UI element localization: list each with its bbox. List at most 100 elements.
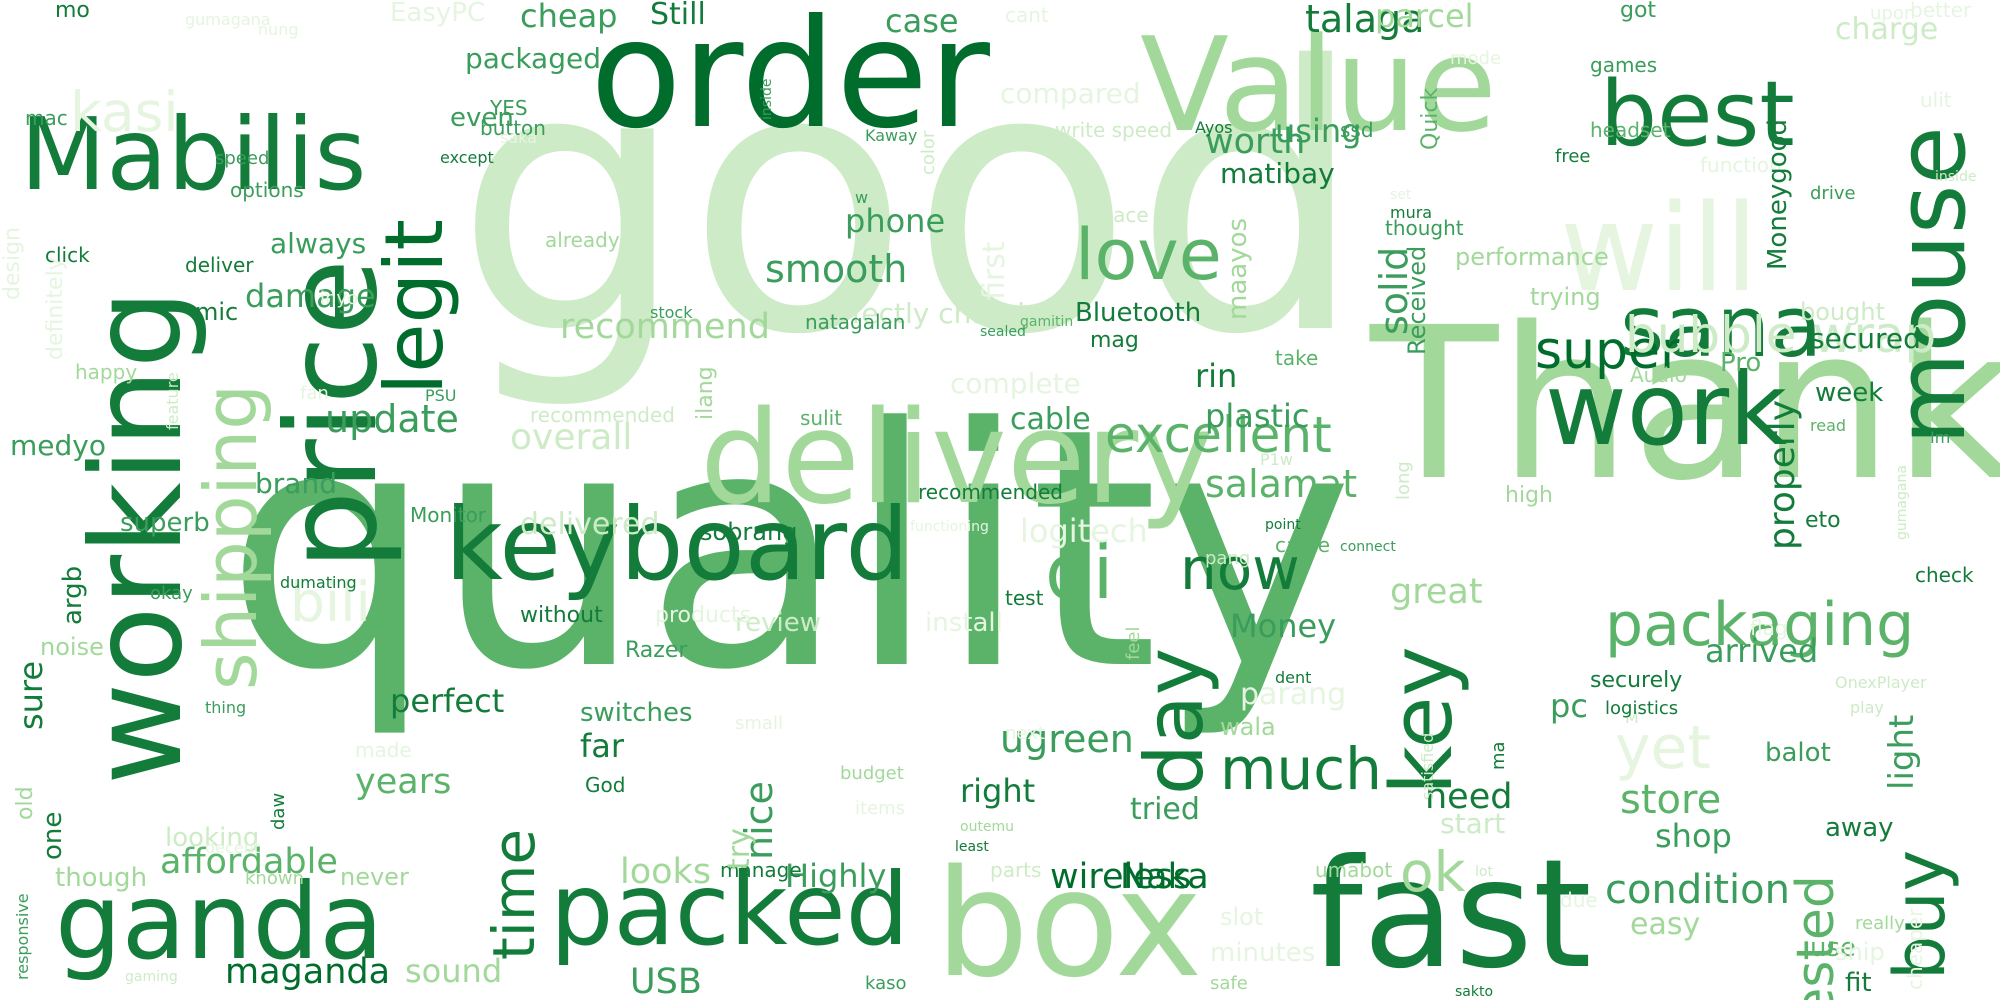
- word: inyo: [320, 288, 359, 309]
- word: cant: [1005, 3, 1049, 27]
- word: never: [340, 863, 409, 891]
- word: old: [13, 786, 38, 820]
- word: take: [1275, 346, 1319, 370]
- word: securely: [1590, 668, 1683, 693]
- word: umabot: [1315, 858, 1393, 882]
- word: made: [355, 738, 412, 762]
- word: manage: [720, 858, 802, 882]
- word: space: [1090, 203, 1149, 227]
- word: recommended: [530, 403, 675, 427]
- word: next: [1005, 723, 1045, 744]
- word: always: [270, 227, 367, 260]
- word: keyboard: [445, 486, 909, 603]
- word: parang: [1240, 677, 1347, 712]
- word: good: [455, 0, 1366, 415]
- word: satisfied: [1418, 732, 1437, 800]
- word: Ayos: [1195, 118, 1233, 137]
- word: games: [1590, 53, 1658, 77]
- word: di: [1045, 528, 1114, 616]
- word: fast: [1310, 828, 1592, 1000]
- word: inside: [759, 78, 775, 120]
- word: Kaway: [865, 126, 918, 145]
- word: bought: [1800, 298, 1885, 326]
- word: feel: [1123, 626, 1144, 661]
- word: okay: [150, 583, 193, 604]
- word: gaming: [125, 969, 178, 985]
- word: sakto: [1455, 984, 1494, 1000]
- word: Bluetooth: [1075, 298, 1202, 328]
- word: budget: [840, 763, 904, 784]
- word: w: [855, 188, 869, 207]
- word: except: [440, 148, 494, 167]
- word: safe: [1210, 973, 1248, 994]
- word: sobrang: [700, 518, 798, 546]
- word: gumagana: [1894, 465, 1910, 540]
- word: brand: [255, 467, 337, 500]
- word: ok: [1400, 840, 1466, 904]
- word: flag: [1750, 616, 1788, 640]
- word: arrived: [1705, 632, 1819, 670]
- word: tried: [1130, 792, 1200, 827]
- word: mo: [55, 0, 90, 23]
- word: shop: [1655, 817, 1732, 855]
- word: box: [935, 838, 1203, 1000]
- word: least: [955, 839, 989, 855]
- word: definitely: [43, 257, 68, 360]
- word: products: [655, 603, 752, 628]
- word: mag: [1090, 328, 1139, 353]
- word: decent: [205, 838, 261, 857]
- word: logistics: [1605, 698, 1679, 719]
- word: ilang: [693, 366, 718, 420]
- word: got: [1620, 0, 1657, 23]
- word: USB: [630, 962, 702, 1000]
- word: recommended: [918, 480, 1063, 504]
- word: responsive: [13, 893, 32, 980]
- word: Monitor: [410, 503, 487, 527]
- word: without: [520, 603, 603, 628]
- word: color: [918, 130, 939, 175]
- word: charge: [1835, 12, 1939, 47]
- word: looking: [165, 823, 260, 853]
- word: packed: [550, 851, 910, 968]
- word: came: [1275, 533, 1331, 557]
- word: super: [1535, 321, 1682, 381]
- word: inside: [1935, 169, 1977, 185]
- word: properly: [1762, 400, 1803, 550]
- word: Razer: [625, 638, 688, 663]
- word: quality: [225, 358, 1354, 742]
- word: M: [1625, 708, 1639, 727]
- word: really: [1855, 913, 1905, 934]
- word: easy: [1630, 907, 1701, 942]
- word: feature: [163, 372, 182, 430]
- word: perfectly charging: [805, 297, 1061, 330]
- word: click: [45, 243, 90, 267]
- word: try: [722, 828, 757, 870]
- word: cheap: [520, 0, 618, 35]
- word: mac: [25, 106, 68, 130]
- word: light: [1882, 714, 1922, 790]
- word: nung: [258, 20, 299, 39]
- word: EasyPC: [390, 0, 486, 28]
- word: need: [1425, 777, 1513, 817]
- word: legit: [368, 219, 461, 395]
- word: Mabilis: [20, 96, 367, 213]
- word: packaging: [1605, 590, 1915, 660]
- word: write speed: [1055, 118, 1173, 142]
- word: wireless: [1050, 857, 1192, 897]
- word: set: [1390, 187, 1412, 203]
- word: delivered: [520, 507, 660, 542]
- word: thought: [1385, 216, 1464, 240]
- word: order: [590, 0, 990, 162]
- word: items: [855, 798, 906, 819]
- word: sure: [12, 660, 50, 730]
- word: slot: [1220, 903, 1264, 931]
- word: even: [450, 103, 514, 133]
- word: already: [545, 228, 620, 252]
- word: superb: [120, 508, 210, 538]
- word: long: [1393, 461, 1414, 500]
- word: Moneygood: [1763, 118, 1793, 270]
- word: worth: [1205, 122, 1306, 162]
- word: check: [1915, 563, 1974, 587]
- word: though: [55, 863, 148, 893]
- word: sealed: [980, 324, 1026, 340]
